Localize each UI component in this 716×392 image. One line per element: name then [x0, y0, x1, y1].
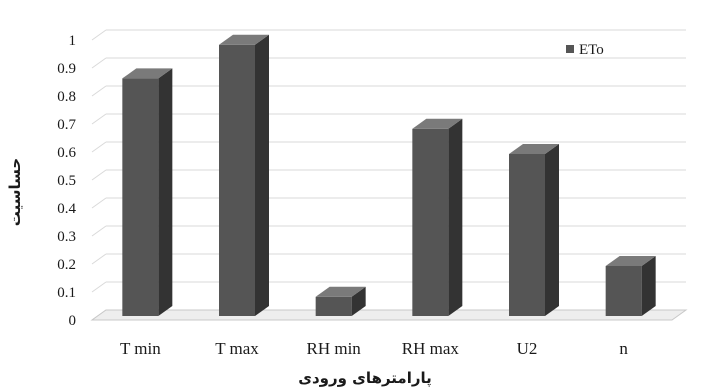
chart-floor — [90, 309, 688, 321]
y-tick-label: 0 — [69, 313, 77, 329]
legend: ETo — [566, 42, 604, 58]
bar — [122, 68, 173, 317]
bar-side — [351, 286, 366, 316]
bar-top — [315, 286, 366, 297]
bar — [315, 286, 366, 316]
x-category-label: n — [619, 339, 628, 358]
y-axis-ticks: 0 0.1 0.2 0.3 0.4 0.5 0.6 0.7 0.8 0.9 1 — [57, 33, 76, 329]
legend-label: ETo — [579, 42, 604, 58]
bar-top — [412, 118, 463, 129]
gridline-side — [91, 141, 107, 153]
legend-swatch — [566, 45, 574, 53]
bar-side — [255, 34, 269, 317]
bar-side — [158, 68, 173, 317]
y-tick-label: 0.5 — [57, 173, 76, 189]
gridline-side — [91, 197, 107, 209]
gridline-side — [91, 225, 107, 237]
x-axis-title: پارامترهای ورودی — [298, 369, 432, 388]
gridlines — [90, 29, 688, 321]
bar-top — [219, 34, 269, 45]
gridline-side — [91, 29, 107, 41]
y-tick-label: 0.8 — [57, 89, 76, 105]
bar — [605, 256, 656, 316]
bar-side — [641, 256, 656, 316]
y-tick-label: 0.7 — [57, 117, 76, 133]
bar-front — [122, 78, 159, 317]
bar-front — [412, 128, 449, 316]
bar-front — [315, 296, 352, 316]
bar-side — [545, 144, 559, 316]
gridline-side — [91, 169, 107, 181]
bar-front — [509, 154, 545, 316]
bar — [509, 144, 559, 316]
y-tick-label: 0.3 — [57, 229, 76, 245]
gridline-side — [91, 85, 107, 97]
x-category-label: U2 — [517, 339, 538, 358]
x-category-label: T min — [120, 339, 161, 358]
bar — [412, 118, 463, 316]
x-category-label: T max — [215, 339, 259, 358]
bar-side — [448, 118, 463, 316]
bar-front — [605, 266, 642, 316]
x-category-label: RH max — [402, 339, 460, 358]
y-tick-label: 1 — [69, 33, 77, 49]
bar-top — [509, 144, 559, 154]
y-axis-title: حساسیت — [6, 158, 24, 226]
gridline-side — [91, 253, 107, 265]
bar-top — [605, 256, 656, 266]
gridline-side — [91, 57, 107, 69]
y-tick-label: 0.6 — [57, 145, 76, 161]
bar — [219, 34, 269, 317]
y-tick-label: 0.1 — [57, 285, 76, 301]
bar-front — [219, 44, 255, 317]
x-category-label: RH min — [307, 339, 362, 358]
x-axis-categories: T min T max RH min RH max U2 n — [120, 339, 628, 358]
gridline-side — [91, 281, 107, 293]
gridline-side — [91, 113, 107, 125]
bar-top — [122, 68, 173, 79]
bars — [122, 34, 656, 317]
y-tick-label: 0.2 — [57, 257, 76, 273]
y-tick-label: 0.9 — [57, 61, 76, 77]
y-tick-label: 0.4 — [57, 201, 76, 217]
